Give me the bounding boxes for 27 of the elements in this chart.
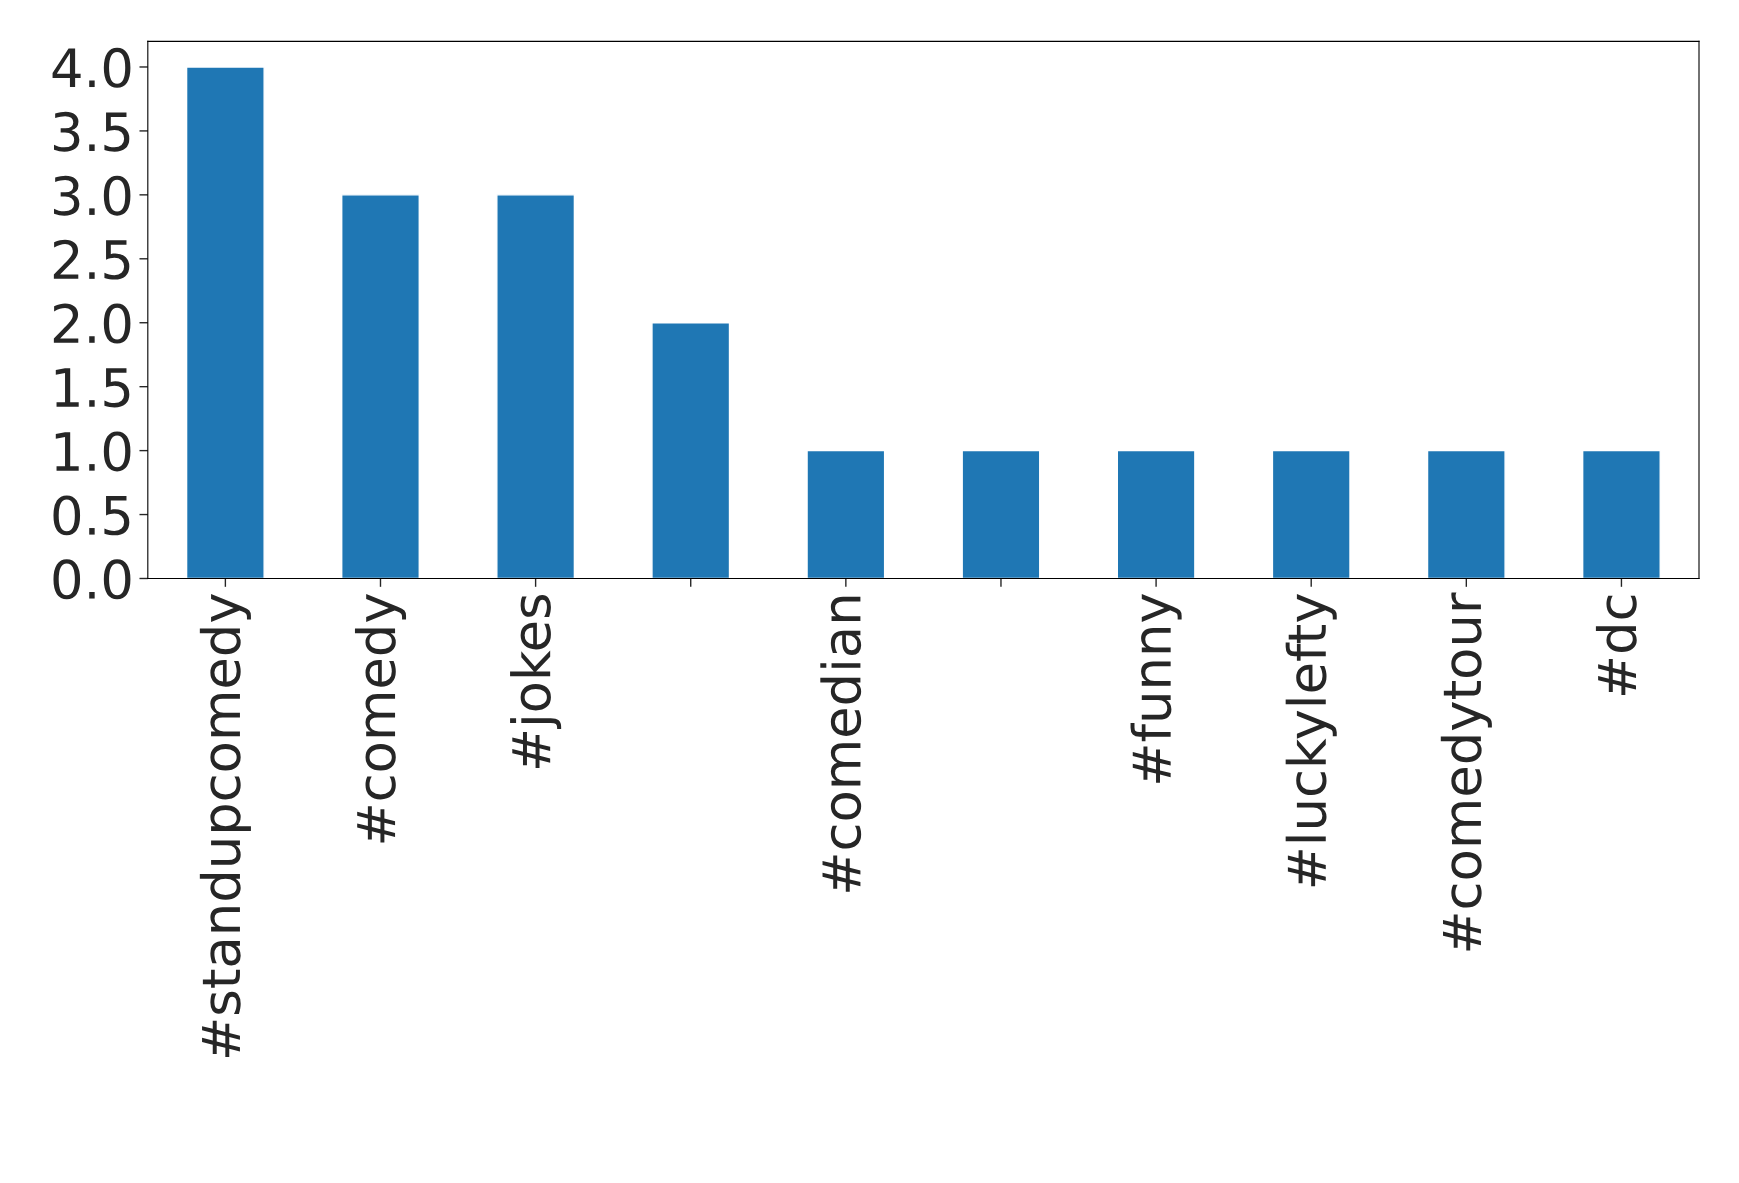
- y-tick-label: 0.5: [53, 495, 130, 536]
- x-tick-label: #standupcomedy: [199, 593, 251, 1057]
- x-tick-label: #dc: [1595, 595, 1637, 696]
- y-tick-label: 4.0: [52, 47, 131, 88]
- y-tick-label: 1.5: [55, 368, 130, 408]
- x-tick-label: #comedian: [820, 596, 862, 892]
- bar: [1581, 449, 1661, 579]
- bar: [1271, 449, 1351, 579]
- bar: [806, 449, 886, 579]
- bar: [341, 194, 420, 579]
- y-tick-label: 2.5: [53, 239, 130, 280]
- y-tick-label: 0.0: [53, 559, 131, 600]
- y-tick-label: 3.5: [54, 111, 130, 152]
- y-tick-label: 2.0: [53, 303, 131, 344]
- x-tick-label: #comedy: [354, 593, 407, 843]
- x-tick-label: #luckylefty: [1285, 593, 1337, 887]
- x-tick-label: #comedytour: [1440, 592, 1492, 951]
- bar: [496, 194, 576, 579]
- x-tick-label: #jokes: [510, 594, 562, 769]
- bar: [961, 449, 1041, 579]
- bar: [1116, 449, 1196, 579]
- y-tick-label: 3.0: [54, 175, 131, 216]
- bar: [1426, 449, 1506, 579]
- bar: [185, 66, 265, 579]
- y-tick-label: 1.0: [55, 431, 131, 472]
- x-tick-label: #funny: [1130, 593, 1182, 783]
- bar: [651, 322, 731, 579]
